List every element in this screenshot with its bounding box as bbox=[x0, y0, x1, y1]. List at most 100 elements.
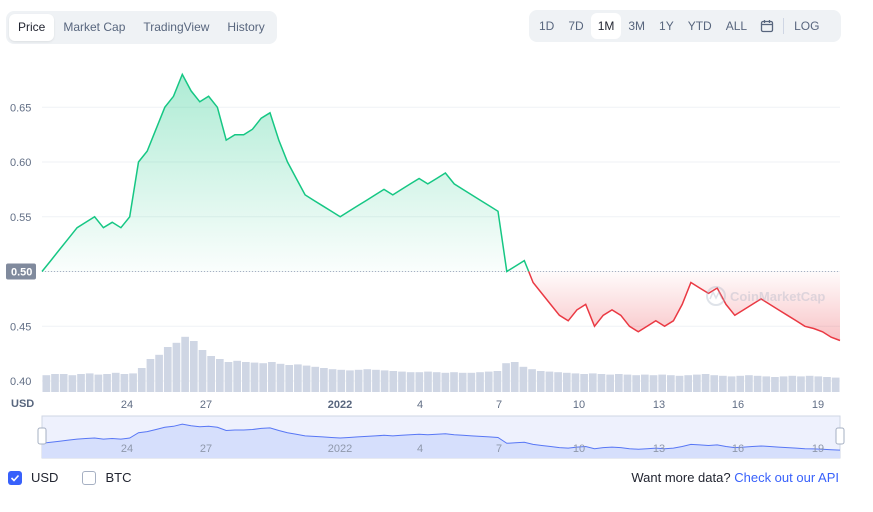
range-all[interactable]: ALL bbox=[725, 19, 748, 33]
volume-bar bbox=[198, 350, 207, 392]
volume-bar bbox=[285, 365, 294, 392]
x-axis: 24 27 2022 4 7 10 13 16 19 bbox=[121, 399, 824, 411]
volume-bar bbox=[111, 372, 120, 392]
volume-bar bbox=[771, 377, 779, 392]
volume-bar bbox=[476, 372, 484, 392]
volume-bar bbox=[788, 375, 797, 392]
volume-bar bbox=[68, 375, 77, 392]
volume-bar bbox=[684, 375, 693, 392]
range-ytd[interactable]: YTD bbox=[687, 19, 712, 33]
navigator-handle[interactable] bbox=[37, 427, 47, 445]
volume-bar bbox=[762, 376, 771, 392]
volume-bar bbox=[719, 375, 727, 392]
volume-bar bbox=[779, 376, 788, 392]
navigator-line bbox=[41, 423, 841, 451]
tab-market-cap[interactable]: Market Cap bbox=[63, 20, 126, 34]
volume-bar bbox=[519, 366, 528, 392]
volume-bar bbox=[493, 371, 502, 392]
api-link[interactable]: Check out our API bbox=[734, 470, 839, 485]
volume-bar bbox=[389, 371, 398, 392]
volume-bar bbox=[571, 373, 580, 392]
volume-bar bbox=[372, 369, 380, 392]
log-scale-toggle[interactable]: LOG bbox=[794, 19, 820, 33]
volume-bar bbox=[814, 376, 823, 392]
range-7d[interactable]: 7D bbox=[568, 19, 584, 33]
navigator-handle[interactable] bbox=[835, 427, 845, 445]
volume-bar bbox=[510, 362, 519, 392]
volume-bar bbox=[736, 375, 745, 392]
volume-bar bbox=[337, 369, 346, 392]
volume-bar bbox=[632, 375, 640, 392]
tab-history[interactable]: History bbox=[227, 20, 265, 34]
volume-bar bbox=[649, 375, 658, 392]
range-1y[interactable]: 1Y bbox=[659, 19, 674, 33]
tab-price[interactable]: Price bbox=[9, 14, 55, 41]
volume-bar bbox=[745, 375, 753, 392]
volume-bar bbox=[484, 371, 493, 392]
time-range-tabs: 1D 7D 1M 3M 1Y YTD ALL LOG bbox=[529, 10, 841, 42]
chart-type-tabs: Price Market Cap TradingView History bbox=[6, 11, 277, 44]
range-3m[interactable]: 3M bbox=[628, 19, 646, 33]
volume-bar bbox=[320, 368, 328, 392]
watermark: CoinMarketCap bbox=[706, 286, 825, 306]
price-line-up bbox=[41, 72, 530, 273]
btc-checkbox[interactable]: BTC bbox=[82, 470, 131, 485]
current-price-label: 0.50 bbox=[11, 267, 32, 279]
volume-bar bbox=[641, 374, 649, 392]
usd-checkbox[interactable]: USD bbox=[8, 470, 58, 485]
navigator-tick-label: 10 bbox=[573, 443, 585, 455]
volume-bar bbox=[458, 372, 467, 392]
x-tick-label: 24 bbox=[121, 399, 133, 411]
volume-bar bbox=[103, 374, 111, 392]
price-lines bbox=[41, 72, 841, 342]
volume-bar bbox=[311, 366, 320, 392]
calendar-icon[interactable] bbox=[754, 13, 780, 39]
x-tick-label: 2022 bbox=[328, 399, 352, 411]
volume-bar bbox=[450, 372, 458, 392]
tab-tradingview[interactable]: TradingView bbox=[143, 20, 210, 34]
y-tick-label: 0.40 bbox=[10, 376, 31, 388]
current-price-marker: 0.50 bbox=[6, 263, 36, 280]
checkbox-empty-icon bbox=[82, 470, 97, 485]
volume-bar bbox=[398, 371, 406, 392]
volume-bar bbox=[120, 374, 129, 392]
navigator-tick-label: 27 bbox=[200, 443, 212, 455]
currency-label: USD bbox=[11, 398, 34, 410]
volume-bar bbox=[172, 342, 181, 392]
volume-bar bbox=[675, 375, 684, 392]
y-axis: 0.40 0.45 0.55 0.60 0.65 bbox=[10, 102, 31, 388]
volume-bar bbox=[189, 341, 198, 392]
range-navigator[interactable]: 24 27 2022 4 7 10 13 16 19 bbox=[37, 415, 845, 459]
check-icon bbox=[8, 470, 22, 485]
volume-bar bbox=[710, 375, 719, 392]
volume-bar bbox=[554, 372, 562, 392]
x-tick-label: 4 bbox=[417, 399, 423, 411]
want-more-text: Want more data? bbox=[631, 470, 731, 485]
volume-bar bbox=[658, 374, 667, 392]
volume-bar bbox=[580, 374, 588, 392]
volume-bar bbox=[259, 363, 268, 392]
volume-bars bbox=[42, 336, 840, 392]
volume-bar bbox=[207, 356, 215, 392]
volume-bar bbox=[181, 336, 189, 392]
volume-bar bbox=[545, 371, 554, 392]
price-area bbox=[42, 74, 529, 272]
usd-label: USD bbox=[31, 470, 59, 485]
divider bbox=[783, 18, 785, 34]
navigator-tick-label: 7 bbox=[496, 443, 502, 455]
range-1m[interactable]: 1M bbox=[590, 13, 622, 39]
volume-bar bbox=[129, 373, 137, 392]
volume-bar bbox=[528, 369, 536, 392]
navigator-tick-label: 24 bbox=[121, 443, 133, 455]
y-tick-label: 0.45 bbox=[10, 321, 31, 333]
navigator-tick-label: 4 bbox=[417, 443, 423, 455]
navigator-tick-label: 16 bbox=[732, 443, 744, 455]
navigator-tick-label: 19 bbox=[812, 443, 824, 455]
x-tick-label: 19 bbox=[812, 399, 824, 411]
range-1d[interactable]: 1D bbox=[539, 19, 555, 33]
btc-label: BTC bbox=[105, 470, 132, 485]
volume-bar bbox=[623, 374, 632, 392]
volume-bar bbox=[328, 369, 337, 392]
volume-bar bbox=[380, 370, 389, 392]
volume-bar bbox=[797, 376, 805, 392]
